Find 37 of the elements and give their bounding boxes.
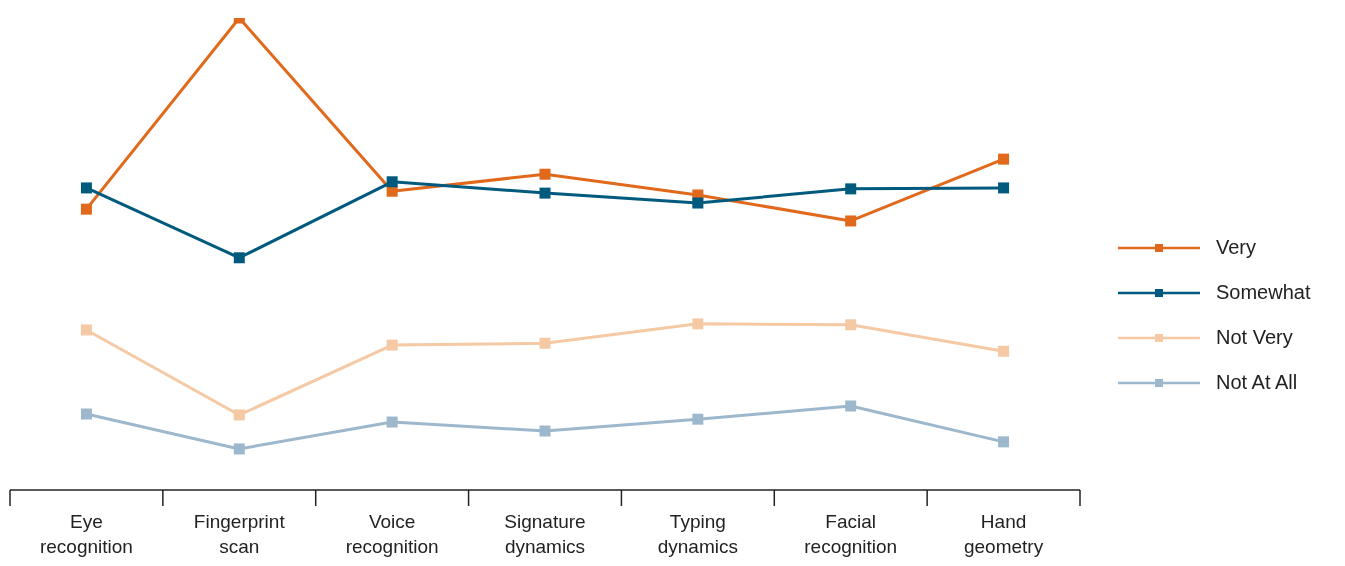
point <box>80 203 92 215</box>
point <box>539 187 551 199</box>
legend-label: Not At All <box>1216 371 1298 394</box>
point <box>80 324 92 336</box>
point <box>845 183 857 195</box>
x-tick-label: Hand geometry <box>963 511 1044 557</box>
point <box>845 215 857 227</box>
x-tick-label: Voice recognition <box>345 511 439 557</box>
x-tick-label: Facial recognition <box>804 511 898 557</box>
point <box>233 443 245 455</box>
point <box>539 337 551 349</box>
point <box>998 182 1010 194</box>
legend-label: Not Very <box>1216 326 1293 349</box>
point <box>692 413 704 425</box>
point <box>233 409 245 421</box>
point <box>386 176 398 188</box>
point <box>692 318 704 330</box>
point <box>80 182 92 194</box>
point <box>233 252 245 264</box>
point <box>692 197 704 209</box>
point <box>386 185 398 197</box>
x-tick-label: Typing dynamics <box>657 511 738 557</box>
point <box>845 319 857 331</box>
legend-label: Very <box>1216 236 1257 259</box>
point <box>998 153 1010 165</box>
point <box>386 416 398 428</box>
point <box>539 425 551 437</box>
point <box>539 168 551 180</box>
x-tick-label: Signature dynamics <box>504 511 586 557</box>
x-tick-label: Fingerprint scan <box>193 511 286 557</box>
x-tick-label: Eye recognition <box>39 511 133 557</box>
point <box>80 408 92 420</box>
point <box>386 339 398 351</box>
point <box>998 436 1010 448</box>
legend-label: Somewhat <box>1216 281 1311 304</box>
point <box>998 345 1010 357</box>
point <box>845 400 857 412</box>
